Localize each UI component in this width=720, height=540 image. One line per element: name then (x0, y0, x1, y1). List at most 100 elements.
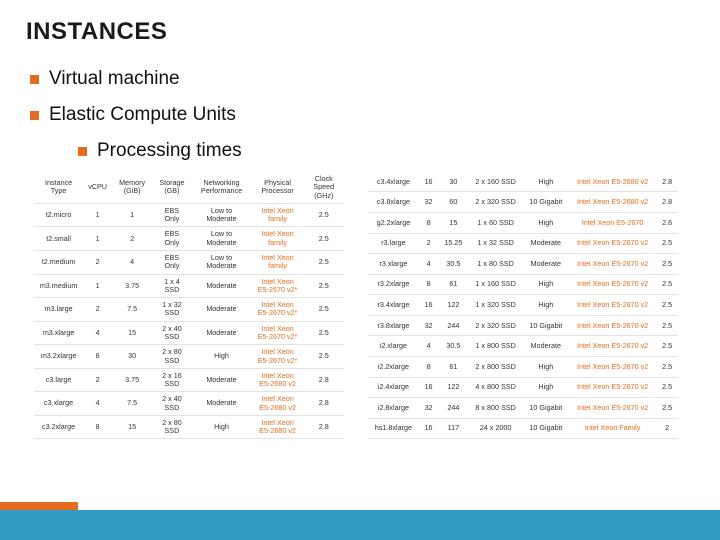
table-cell: 4 (112, 250, 152, 274)
table-cell: Intel Xeon E5-2670 v2* (252, 321, 304, 345)
table-row: g2.2xlarge8151 x 60 SSDHighIntel Xeon E5… (368, 212, 678, 233)
table-cell: 1 (83, 203, 112, 227)
bullet-text: Elastic Compute Units (49, 104, 236, 126)
table-cell: 2 (83, 250, 112, 274)
table-cell: 2 x 320 SSD (468, 192, 522, 213)
table-cell: 2.5 (304, 203, 344, 227)
table-cell: 2 x 16 SSD (152, 368, 191, 392)
table-cell: Intel Xeon family (252, 250, 304, 274)
table-cell: 10 Gigabit (523, 315, 569, 336)
table-cell: Intel Xeon family (252, 227, 304, 251)
table-cell: High (192, 345, 252, 369)
table-row: m3.xlarge4152 x 40 SSDModerateIntel Xeon… (34, 321, 344, 345)
table-cell: Intel Xeon E5-2670 v2* (252, 274, 304, 298)
table-cell: Intel Xeon E5-2670 v2 (569, 398, 657, 419)
table-cell: 15.25 (438, 233, 468, 254)
table-cell: 4 (419, 336, 438, 357)
table-cell: 1 x 800 SSD (468, 336, 522, 357)
table-cell: m3.large (34, 298, 83, 322)
table-cell: 2.5 (656, 398, 678, 419)
table-row: r3.xlarge430.51 x 80 SSDModerateIntel Xe… (368, 254, 678, 275)
table-row: t2.micro11EBS OnlyLow to ModerateIntel X… (34, 203, 344, 227)
footer-bar (0, 510, 720, 540)
table-cell: c3.8xlarge (368, 192, 419, 213)
table-cell: EBS Only (152, 203, 191, 227)
table-cell: EBS Only (152, 250, 191, 274)
table-cell: 1 x 60 SSD (468, 212, 522, 233)
table-cell: Intel Xeon E5-2670 v2 (569, 295, 657, 316)
table-cell: 2 x 40 SSD (152, 321, 191, 345)
table-cell: 4 (83, 321, 112, 345)
table-cell: 122 (438, 377, 468, 398)
table-cell: 7.5 (112, 392, 152, 416)
table-cell: 4 (83, 392, 112, 416)
table-cell: i2.xlarge (368, 336, 419, 357)
table-cell: 16 (419, 295, 438, 316)
table-cell: 1 x 160 SSD (468, 274, 522, 295)
table-cell: 32 (419, 192, 438, 213)
table-cell: 2 x 80 SSD (152, 415, 191, 439)
bullet-level1: Virtual machine (30, 68, 694, 90)
table-cell: Intel Xeon E5-2670 v2 (569, 357, 657, 378)
table-cell: 2.5 (656, 357, 678, 378)
table-cell: 8 (419, 274, 438, 295)
table-cell: 1 x 80 SSD (468, 254, 522, 275)
table-cell: 2 (656, 418, 678, 439)
table-cell: High (523, 172, 569, 192)
table-cell: Intel Xeon family (252, 203, 304, 227)
table-row: t2.medium24EBS OnlyLow to ModerateIntel … (34, 250, 344, 274)
table-cell: 2 x 800 SSD (468, 357, 522, 378)
table-cell: 1 x 32 SSD (152, 298, 191, 322)
table-cell: 2.8 (304, 415, 344, 439)
table-cell: 2.5 (304, 227, 344, 251)
table-cell: 4 (419, 254, 438, 275)
instance-table-right: c3.4xlarge16302 x 160 SSDHighIntel Xeon … (368, 172, 678, 439)
bullet-level1: Elastic Compute Units (30, 104, 694, 126)
table-row: c3.4xlarge16302 x 160 SSDHighIntel Xeon … (368, 172, 678, 192)
table-cell: m3.2xlarge (34, 345, 83, 369)
table-cell: 2.8 (304, 392, 344, 416)
table-row: r3.large215.251 x 32 SSDModerateIntel Xe… (368, 233, 678, 254)
table-cell: 8 (83, 345, 112, 369)
table-cell: Moderate (523, 233, 569, 254)
table-cell: Intel Xeon E5-2680 v2 (252, 368, 304, 392)
table-row: i2.2xlarge8612 x 800 SSDHighIntel Xeon E… (368, 357, 678, 378)
footer-accent-bar (0, 502, 78, 510)
table-cell: High (523, 377, 569, 398)
table-cell: 2.8 (304, 368, 344, 392)
table-row: r3.2xlarge8611 x 160 SSDHighIntel Xeon E… (368, 274, 678, 295)
table-cell: 15 (112, 321, 152, 345)
table-cell: 2.5 (304, 298, 344, 322)
table-cell: EBS Only (152, 227, 191, 251)
table-header-cell: Physical Processor (252, 172, 304, 203)
table-row: m3.large27.51 x 32 SSDModerateIntel Xeon… (34, 298, 344, 322)
table-cell: 1 x 4 SSD (152, 274, 191, 298)
table-row: c3.xlarge47.52 x 40 SSDModerateIntel Xeo… (34, 392, 344, 416)
instance-table-left: Instance TypevCPUMemory (GiB)Storage (GB… (34, 172, 344, 439)
bullet-icon (30, 111, 39, 120)
table-cell: Moderate (523, 336, 569, 357)
table-cell: Intel Xeon E5-2670 (569, 212, 657, 233)
table-cell: 8 (419, 357, 438, 378)
table-cell: Moderate (192, 298, 252, 322)
table-cell: Moderate (192, 368, 252, 392)
table-row: r3.4xlarge161221 x 320 SSDHighIntel Xeon… (368, 295, 678, 316)
table-cell: 2.5 (304, 345, 344, 369)
table-cell: 24 x 2000 (468, 418, 522, 439)
table-cell: 2 x 40 SSD (152, 392, 191, 416)
table-cell: r3.8xlarge (368, 315, 419, 336)
table-row: t2.small12EBS OnlyLow to ModerateIntel X… (34, 227, 344, 251)
table-cell: 16 (419, 418, 438, 439)
table-cell: 2.5 (304, 321, 344, 345)
table-cell: c3.large (34, 368, 83, 392)
table-cell: 61 (438, 274, 468, 295)
bullet-icon (30, 75, 39, 84)
table-row: i2.xlarge430.51 x 800 SSDModerateIntel X… (368, 336, 678, 357)
table-cell: m3.xlarge (34, 321, 83, 345)
table-cell: Intel Xeon E5-2670 v2* (252, 345, 304, 369)
table-cell: 1 (83, 274, 112, 298)
table-cell: 244 (438, 398, 468, 419)
table-cell: 2.5 (656, 336, 678, 357)
table-cell: r3.large (368, 233, 419, 254)
table-cell: 2 (419, 233, 438, 254)
